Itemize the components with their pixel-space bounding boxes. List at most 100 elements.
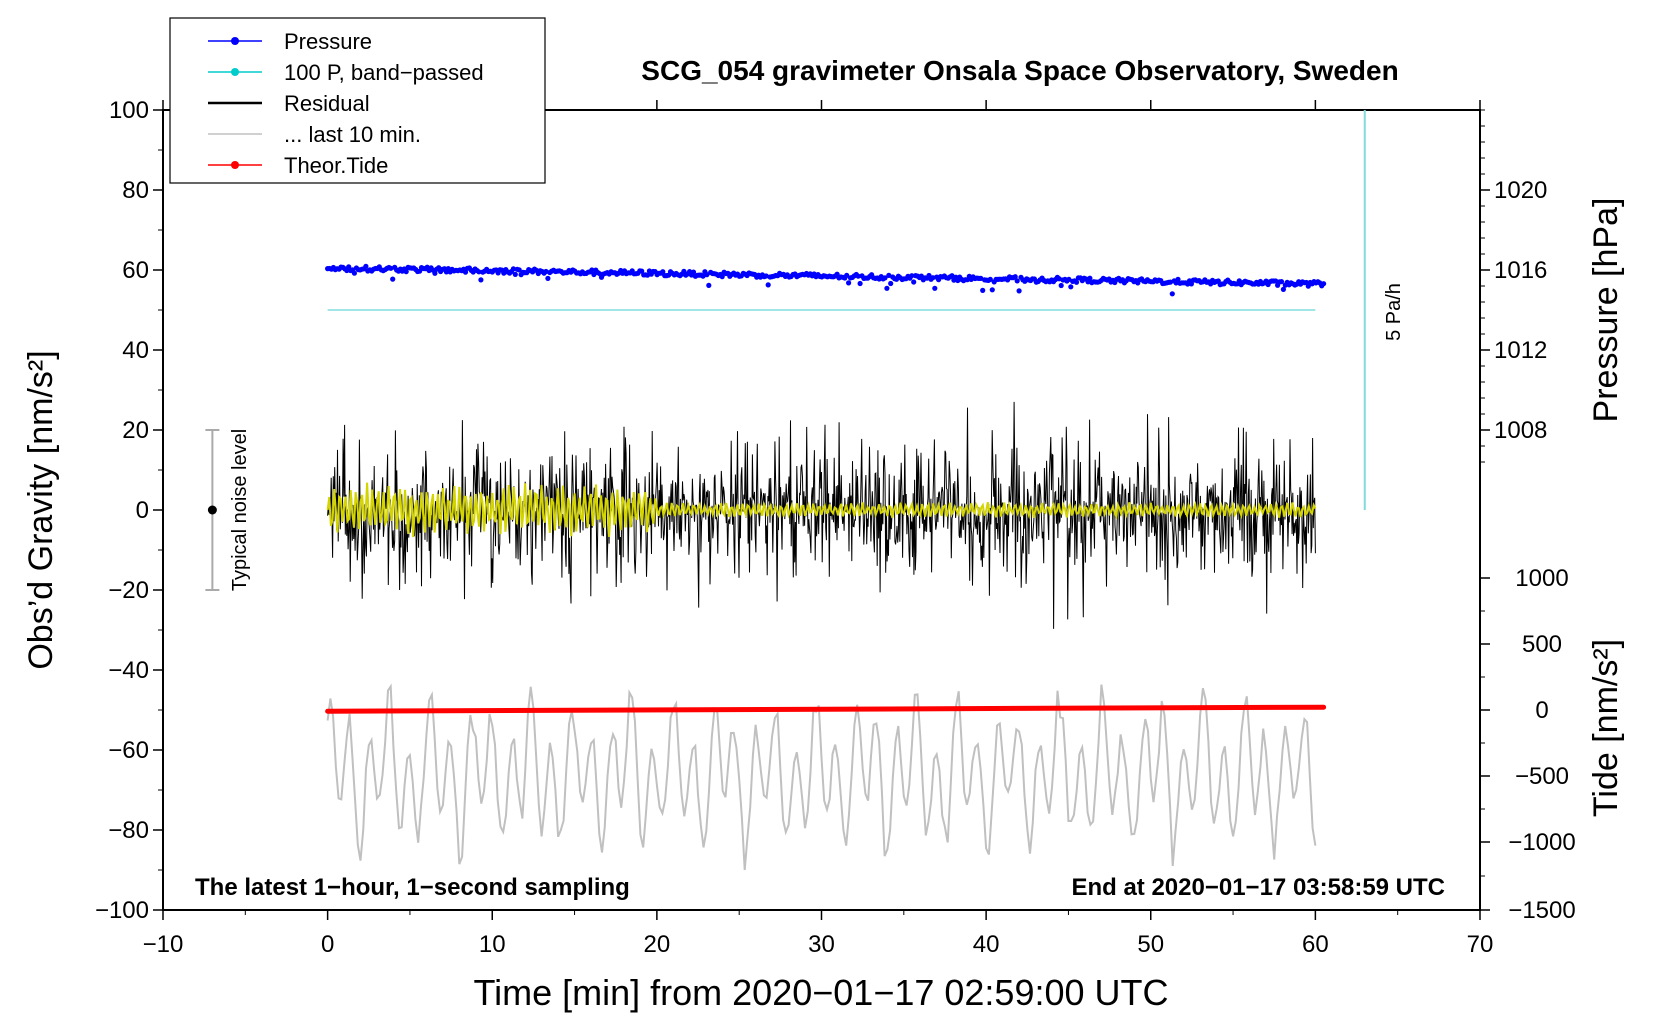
pressure-tick-label: 1008: [1494, 417, 1547, 444]
pressure-point: [1280, 286, 1286, 292]
legend-label: 100 P, band−passed: [284, 60, 484, 85]
x-axis-label: Time [min] from 2020−01−17 02:59:00 UTC: [473, 972, 1168, 1013]
pressure-tick-label: 1016: [1494, 257, 1547, 284]
rate-label: 5 Pa/h: [1383, 283, 1405, 341]
theor-tide-line: [325, 704, 1327, 714]
tide-tick-label: 500: [1522, 631, 1562, 658]
legend: Pressure 100 P, band−passed Residual ... la…: [169, 17, 546, 184]
pressure-point: [857, 280, 863, 287]
pressure-point: [351, 270, 357, 276]
pressure-point: [545, 275, 551, 281]
sampling-note: The latest 1−hour, 1−second sampling: [195, 874, 630, 901]
residual-smoothed-line: [326, 482, 1317, 538]
pressure-tick-label: 1020: [1494, 177, 1547, 204]
pressure-point: [989, 287, 995, 293]
pressure-point: [1073, 279, 1080, 285]
pressure-point: [1236, 278, 1242, 284]
pressure-point: [1014, 278, 1020, 284]
pressure-point: [589, 267, 595, 273]
pressure-point: [1273, 278, 1279, 284]
pressure-point: [390, 276, 396, 282]
pressure-point: [700, 273, 706, 279]
tide-axis-label: Tide [nm/s²]: [1587, 639, 1625, 817]
x-tick-label: 20: [644, 931, 671, 958]
legend-box: [169, 17, 546, 184]
pressure-point: [987, 276, 993, 282]
pressure-point: [512, 271, 518, 277]
pressure-point: [690, 269, 697, 275]
pressure-point: [846, 280, 852, 286]
legend-swatch-marker: [231, 68, 239, 76]
pressure-point: [432, 270, 438, 276]
y-axis-left: −100 −80 −60 −40 −20 0 20 40 60 80 100: [95, 97, 163, 924]
pressure-point: [932, 285, 938, 291]
pressure-point: [660, 269, 666, 275]
x-tick-label: 70: [1467, 931, 1494, 958]
tide-tick-label: 0: [1535, 697, 1548, 724]
chart-title: SCG_054 gravimeter Onsala Space Observat…: [641, 55, 1398, 86]
x-tick-label: 50: [1137, 931, 1164, 958]
pressure-point: [1058, 282, 1064, 289]
y-tick-label: −100: [95, 897, 149, 924]
x-tick-label: 10: [479, 931, 506, 958]
tide-axis: 1000 500 0 −500 −1000 −1500: [1480, 565, 1576, 924]
pressure-point: [884, 285, 890, 291]
pressure-point: [855, 273, 861, 279]
pressure-points: [325, 263, 1327, 297]
pressure-axis: 1008 1012 1016 1020: [1480, 109, 1547, 463]
tide-tick-label: −1000: [1508, 829, 1575, 856]
y-tick-label: 80: [122, 177, 149, 204]
series-layer: [325, 263, 1327, 871]
x-axis: −10 0 10 20 30 40 50 60 70: [143, 100, 1494, 958]
x-tick-label: 60: [1302, 931, 1329, 958]
x-tick-label: 0: [321, 931, 334, 958]
pressure-point: [1068, 284, 1074, 290]
x-tick-label: −10: [143, 931, 184, 958]
pressure-point: [476, 269, 482, 275]
tide-tick-label: 1000: [1515, 565, 1568, 592]
y-tick-label: −20: [108, 577, 149, 604]
pressure-axis-label: Pressure [hPa]: [1587, 198, 1625, 423]
pressure-point: [719, 274, 725, 280]
pressure-point: [765, 282, 771, 288]
pressure-point: [388, 265, 394, 271]
x-tick-label: 40: [973, 931, 1000, 958]
y-tick-label: 60: [122, 257, 149, 284]
pressure-point: [1087, 275, 1093, 281]
pressure-point: [1016, 288, 1022, 294]
pressure-point: [1321, 281, 1327, 287]
pressure-point: [911, 279, 917, 285]
legend-swatch-marker: [231, 161, 239, 169]
legend-swatch-marker: [231, 37, 239, 45]
x-tick-label: 30: [808, 931, 835, 958]
pressure-tick-label: 1012: [1494, 337, 1547, 364]
noise-label: Typical noise level: [229, 429, 251, 591]
noise-indicator: [205, 429, 220, 591]
pressure-point: [1278, 279, 1285, 285]
y-tick-label: 0: [136, 497, 149, 524]
pressure-point: [909, 273, 915, 279]
pressure-point: [403, 269, 409, 275]
pressure-point: [478, 277, 484, 283]
pressure-point: [763, 273, 769, 279]
pressure-point: [1012, 274, 1018, 280]
pressure-point: [706, 282, 712, 288]
y-tick-label: −80: [108, 817, 149, 844]
y-tick-label: −40: [108, 657, 149, 684]
pressure-point: [888, 280, 894, 287]
pressure-point: [882, 275, 888, 281]
y-tick-label: 20: [122, 417, 149, 444]
pressure-point: [704, 272, 710, 278]
y-tick-label: 100: [109, 97, 149, 124]
pressure-point: [510, 266, 516, 272]
y-tick-label: 40: [122, 337, 149, 364]
pressure-point: [886, 272, 892, 278]
pressure-point: [1175, 276, 1181, 282]
legend-label: Residual: [284, 91, 370, 116]
pressure-point: [949, 273, 955, 279]
legend-label: ... last 10 min.: [284, 122, 421, 147]
pressure-point: [363, 263, 369, 269]
residual-line: [327, 401, 1316, 629]
y-tick-label: −60: [108, 737, 149, 764]
pressure-point: [516, 267, 522, 273]
